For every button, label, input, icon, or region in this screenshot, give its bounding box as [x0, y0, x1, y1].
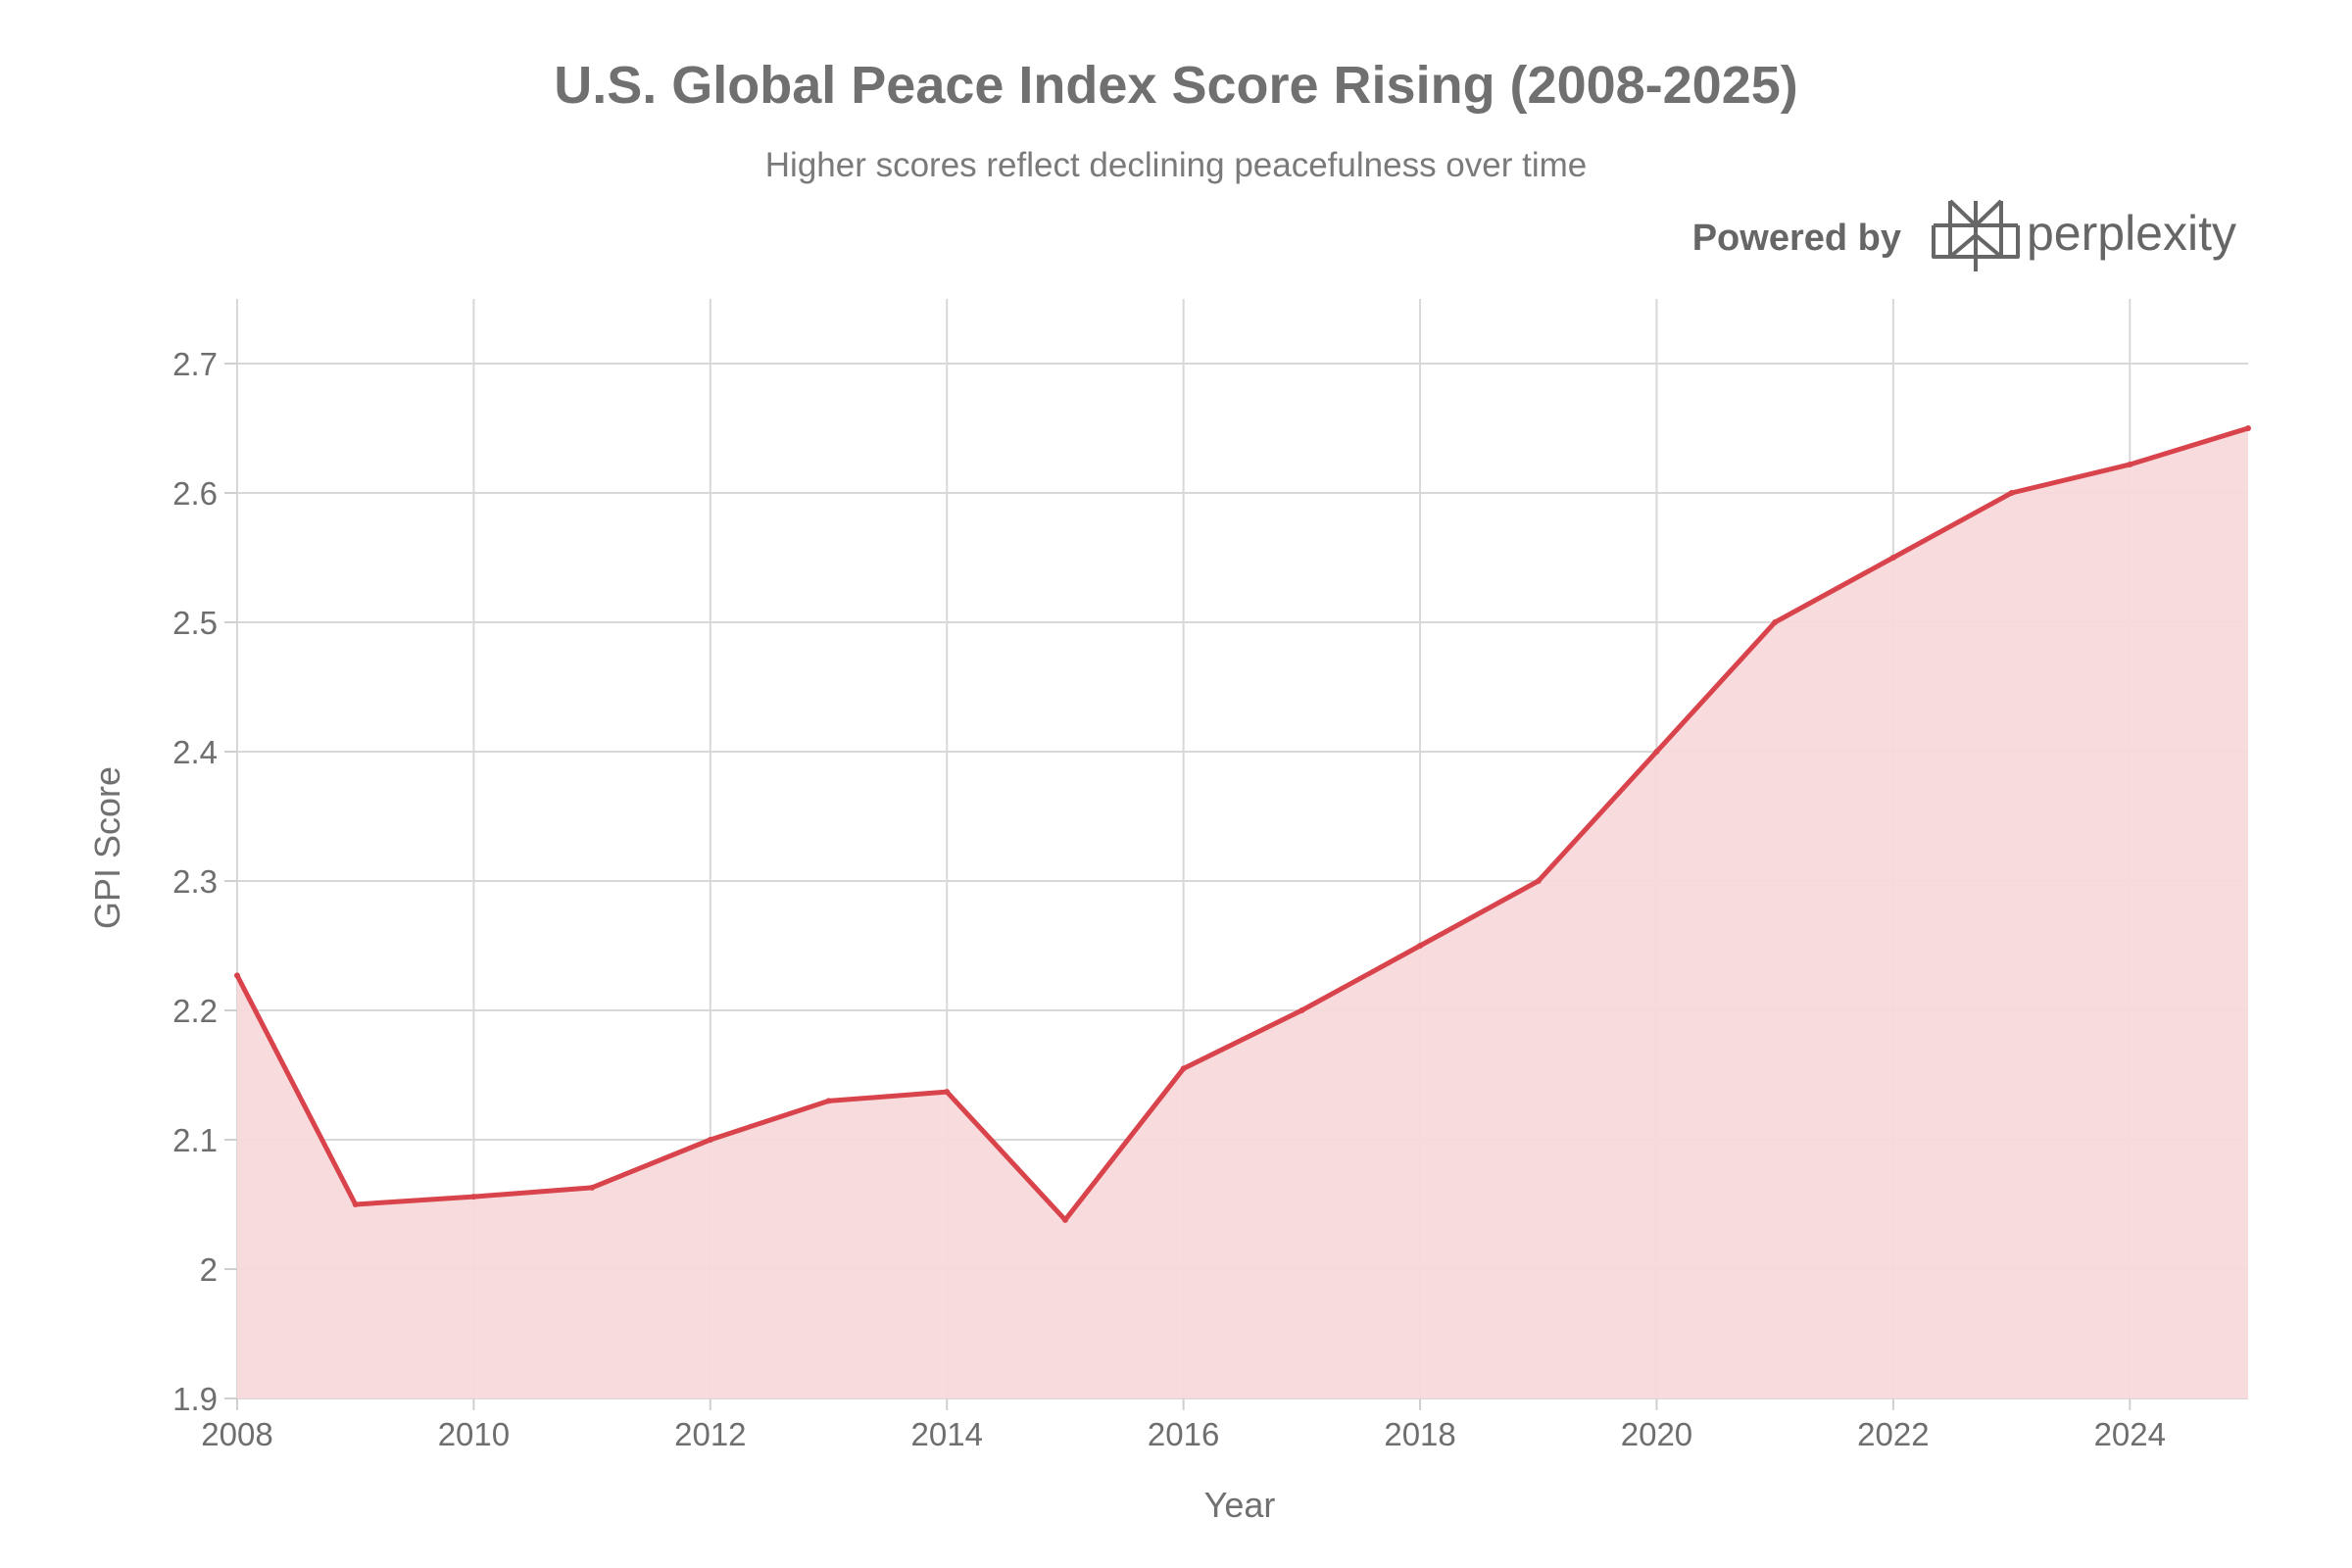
- data-point[interactable]: [1417, 943, 1424, 949]
- data-point[interactable]: [234, 972, 240, 979]
- x-tick-label: 2022: [1857, 1416, 1929, 1452]
- y-axis: 1.9 2 2.1 2.2 2.3 2.4 2.5 2.6 2.7: [172, 346, 237, 1417]
- data-point[interactable]: [2245, 425, 2251, 431]
- data-point[interactable]: [1180, 1065, 1187, 1072]
- y-tick-label: 2.6: [172, 475, 218, 512]
- y-axis-title: GPI Score: [87, 766, 127, 929]
- data-point[interactable]: [1653, 749, 1660, 755]
- data-point[interactable]: [1298, 1007, 1305, 1013]
- data-point[interactable]: [589, 1184, 596, 1191]
- x-tick-label: 2010: [438, 1416, 510, 1452]
- perplexity-wordmark: perplexity: [2027, 206, 2236, 261]
- data-point[interactable]: [944, 1089, 951, 1096]
- data-point[interactable]: [1889, 555, 1896, 561]
- powered-by-badge: Powered by perplexity: [1692, 199, 2236, 271]
- chart-subtitle: Higher scores reflect declining peaceful…: [765, 146, 1587, 184]
- chart-title: U.S. Global Peace Index Score Rising (20…: [554, 56, 1798, 115]
- y-tick-label: 2.3: [172, 863, 218, 900]
- powered-by-label: Powered by: [1692, 218, 1901, 259]
- data-point[interactable]: [825, 1098, 832, 1104]
- data-point[interactable]: [2127, 461, 2133, 467]
- x-tick-label: 2024: [2094, 1416, 2166, 1452]
- y-tick-label: 2.1: [172, 1122, 218, 1158]
- y-tick-label: 2.2: [172, 993, 218, 1029]
- x-axis: 2008 2010 2012 2014 2016 2018 2020 2022 2024: [201, 1398, 2166, 1452]
- series-line: [234, 425, 2251, 1223]
- data-point[interactable]: [1061, 1216, 1068, 1223]
- x-tick-label: 2016: [1148, 1416, 1219, 1452]
- y-tick-label: 2.5: [172, 605, 218, 641]
- data-point[interactable]: [1535, 878, 1542, 884]
- x-tick-label: 2020: [1621, 1416, 1692, 1452]
- x-tick-label: 2018: [1384, 1416, 1455, 1452]
- x-tick-label: 2014: [911, 1416, 983, 1452]
- y-tick-label: 2: [200, 1251, 218, 1288]
- data-point[interactable]: [1772, 619, 1779, 625]
- data-point[interactable]: [707, 1137, 713, 1143]
- x-tick-label: 2012: [674, 1416, 746, 1452]
- x-tick-label: 2008: [201, 1416, 272, 1452]
- perplexity-logo-icon: [1932, 199, 2020, 271]
- series-area-fill: [237, 428, 2248, 1398]
- y-tick-label: 1.9: [172, 1381, 218, 1417]
- y-tick-label: 2.4: [172, 734, 218, 770]
- data-point[interactable]: [352, 1201, 359, 1207]
- y-tick-label: 2.7: [172, 346, 218, 382]
- data-point[interactable]: [2008, 490, 2015, 496]
- x-axis-title: Year: [1204, 1485, 1276, 1525]
- data-point[interactable]: [470, 1194, 477, 1200]
